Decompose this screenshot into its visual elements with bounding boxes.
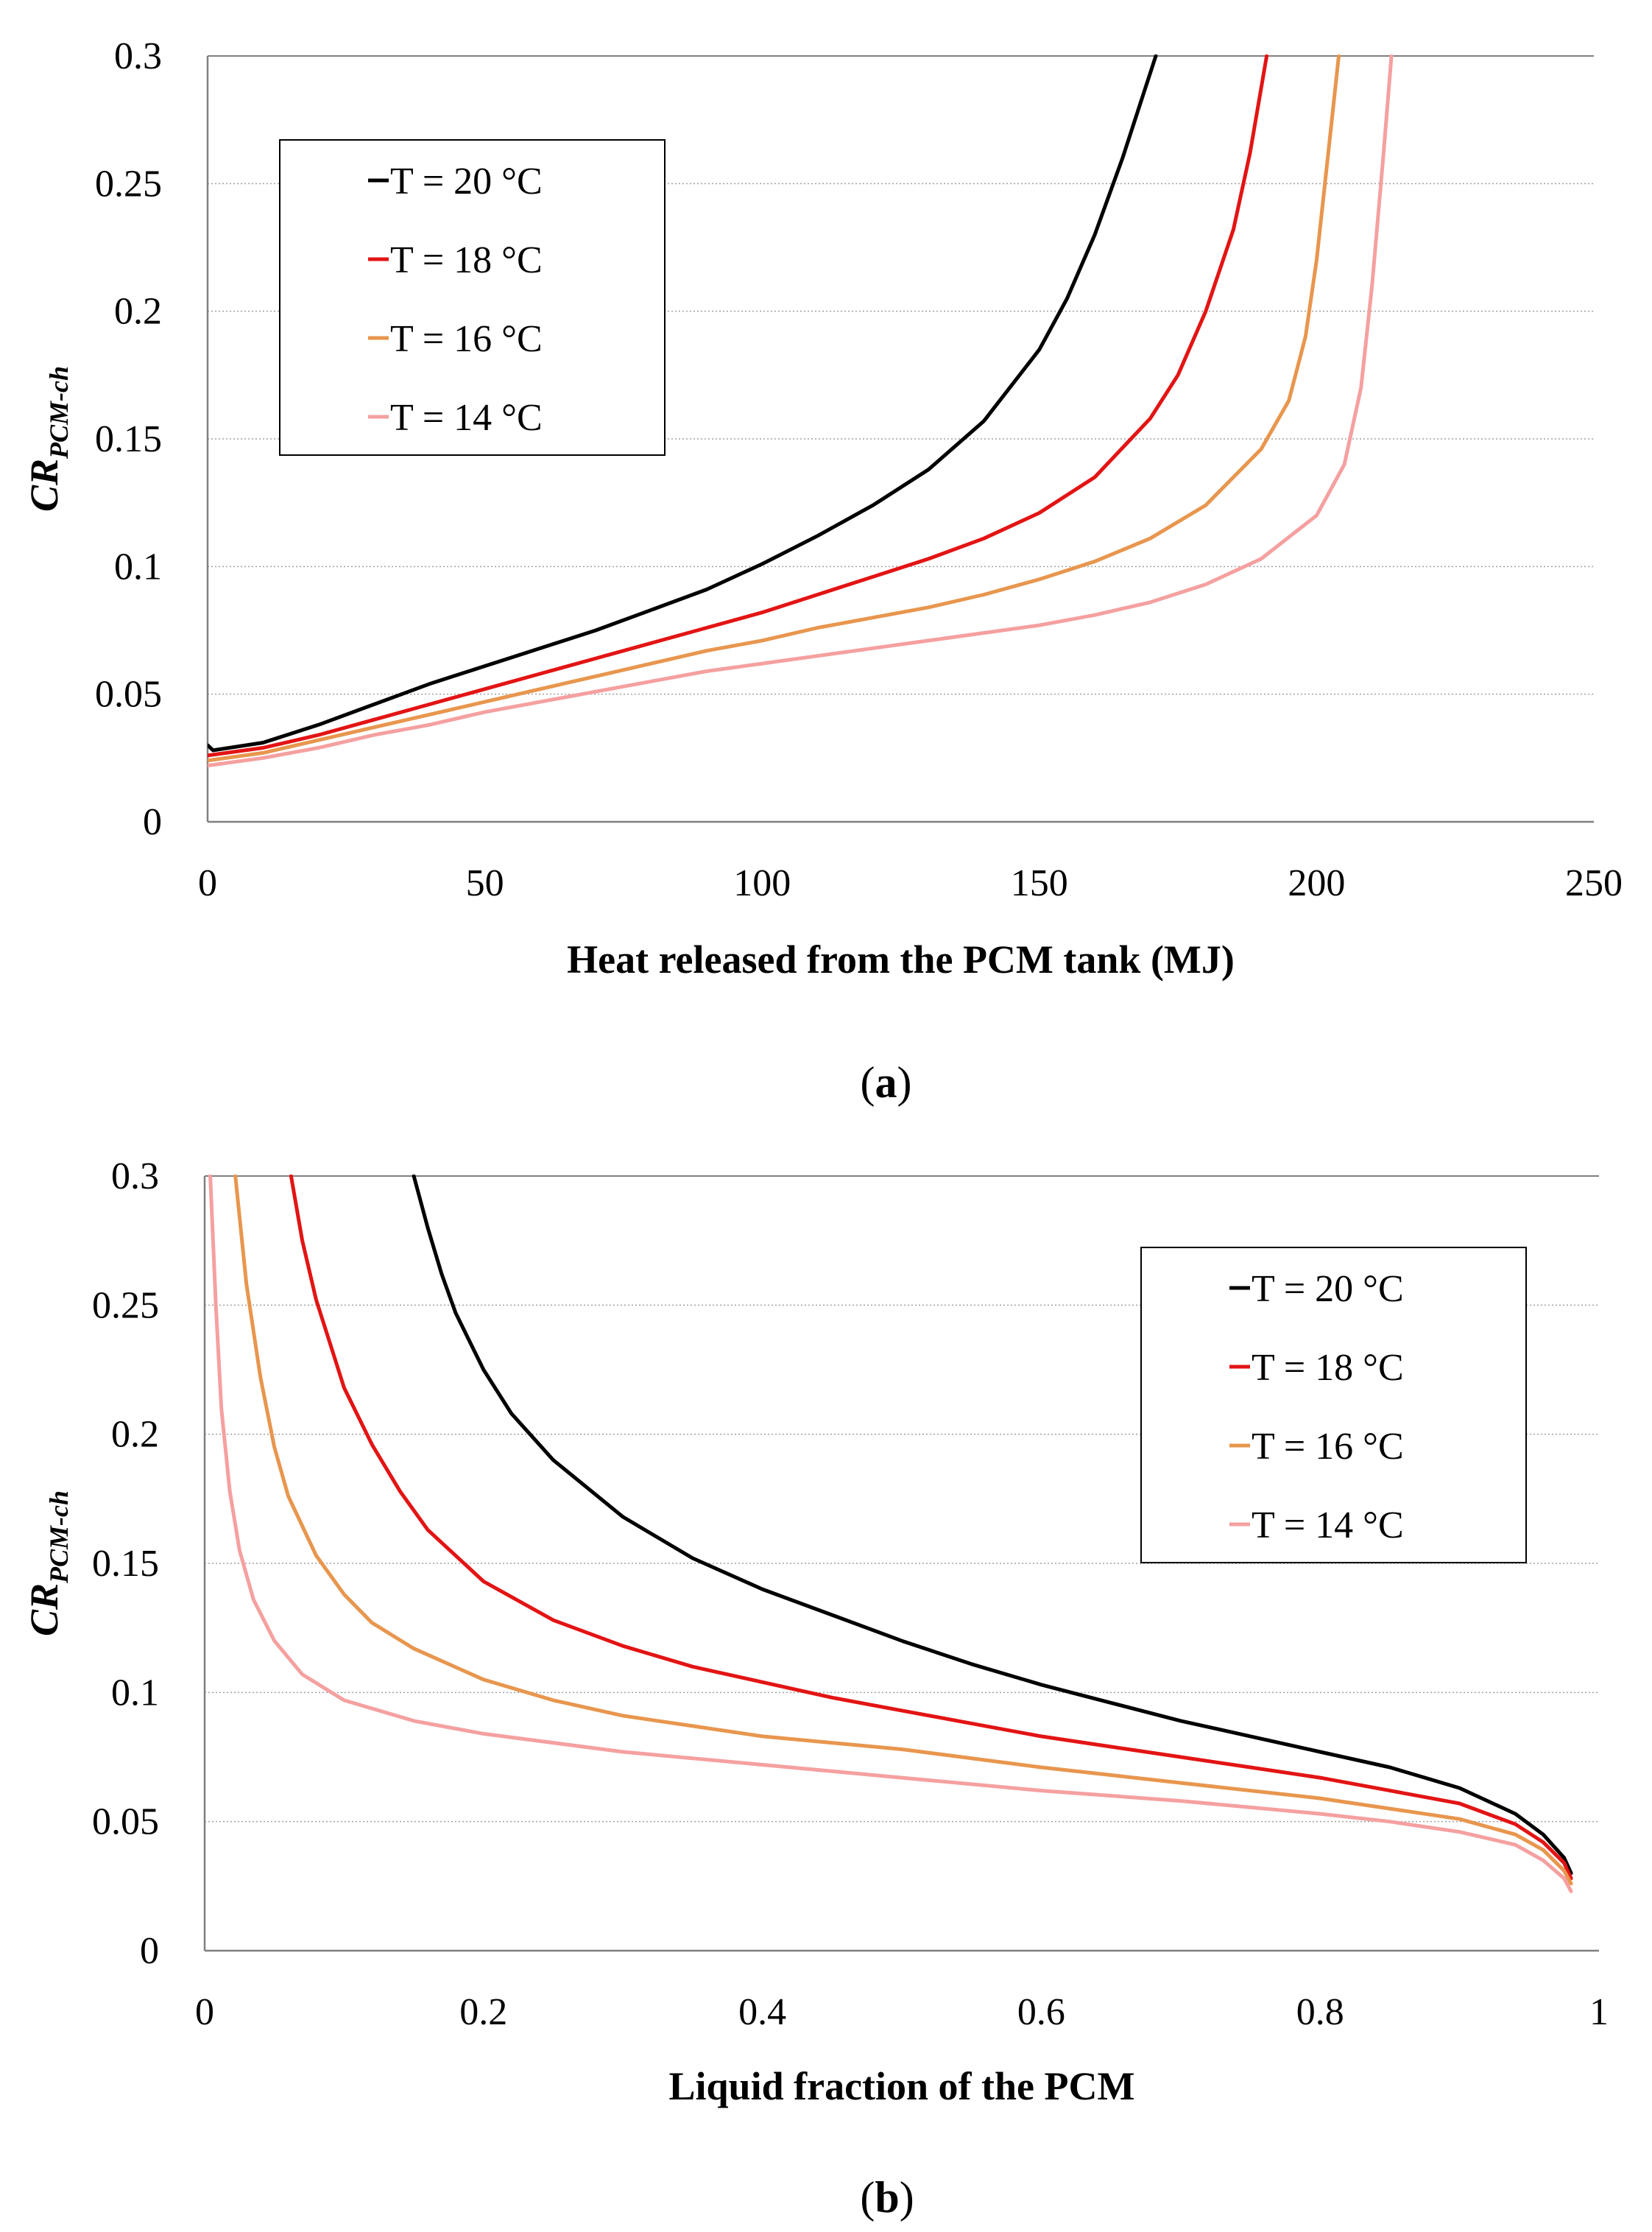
- legend-label: T = 20 °C: [390, 161, 543, 203]
- x-tick-label: 150: [1011, 862, 1068, 904]
- x-tick-label: 50: [466, 862, 504, 904]
- x-tick-label: 1: [1589, 1991, 1609, 2033]
- x-tick-label: 250: [1565, 862, 1623, 904]
- caption-letter: b: [875, 2173, 899, 2222]
- caption-close: ): [900, 2173, 914, 2222]
- legend-box: [279, 139, 666, 456]
- chart-panel-b: 0 0.05 0.1 0.15 0.2 0.25 0.3 0 0.2 0.4 0.6 0.8 1 Liqu…: [22, 1155, 1609, 2222]
- y-axis-label: CRPCM-ch: [22, 366, 74, 512]
- y-tick-label: 0.25: [92, 1284, 159, 1326]
- caption-letter: a: [875, 1058, 897, 1107]
- y-tick-label: 0.25: [95, 163, 162, 205]
- x-tick-label: 0: [195, 1991, 214, 2033]
- series-line: [233, 1175, 1573, 1886]
- series-line: [289, 1175, 1573, 1881]
- panel-caption: (b): [860, 2173, 914, 2222]
- y-axis-label-subscript: PCM-ch: [44, 366, 74, 460]
- y-tick-label: 0.05: [95, 674, 162, 716]
- x-tick-label: 0.6: [1017, 1991, 1065, 2033]
- x-tick-label: 0.4: [738, 1991, 786, 2033]
- y-axis-label-subscript: PCM-ch: [44, 1490, 74, 1584]
- legend-label: T = 20 °C: [1252, 1268, 1404, 1310]
- series-line: [208, 54, 1158, 753]
- series-line: [208, 54, 1394, 768]
- legend: T = 20 °C T = 18 °C T = 16 °C T = 14 °C: [279, 139, 666, 456]
- chart-panel-a: 0 0.05 0.1 0.15 0.2 0.25 0.3 0 50 100 150 200 250 Hea…: [22, 35, 1623, 1107]
- legend-label: T = 18 °C: [390, 239, 543, 281]
- legend-label: T = 14 °C: [390, 397, 543, 439]
- series-line: [412, 1175, 1573, 1876]
- y-tick-label: 0.15: [95, 418, 162, 460]
- x-tick-label: 0.8: [1296, 1991, 1344, 2033]
- x-tick-label: 200: [1288, 862, 1345, 904]
- y-tick-label: 0: [143, 801, 162, 843]
- y-tick-label: 0.15: [92, 1543, 159, 1585]
- y-tick-label: 0.1: [114, 546, 162, 588]
- y-tick-label: 0: [140, 1930, 159, 1972]
- legend-label: T = 16 °C: [1252, 1426, 1404, 1468]
- caption-open: (: [861, 1058, 875, 1107]
- series-line: [208, 1175, 1573, 1893]
- caption-close: ): [897, 1058, 912, 1107]
- legend-label: T = 16 °C: [390, 318, 543, 360]
- y-tick-label: 0.2: [111, 1414, 159, 1456]
- y-axis-label-main: CR: [22, 459, 66, 512]
- y-tick-label: 0.2: [114, 291, 162, 333]
- x-tick-label: 0: [198, 862, 217, 904]
- y-tick-label: 0.1: [111, 1672, 159, 1714]
- y-axis-label: CRPCM-ch: [22, 1490, 74, 1636]
- x-axis-label: Liquid fraction of the PCM: [669, 2064, 1135, 2108]
- series-line: [208, 54, 1341, 763]
- y-axis-label-main: CR: [22, 1583, 66, 1636]
- legend-label: T = 14 °C: [1252, 1504, 1404, 1546]
- legend-label: T = 18 °C: [1252, 1347, 1404, 1389]
- x-axis-label: Heat released from the PCM tank (MJ): [567, 937, 1235, 982]
- y-tick-label: 0.3: [111, 1155, 159, 1197]
- y-tick-label: 0.3: [114, 35, 162, 77]
- series-line: [208, 54, 1269, 758]
- x-tick-label: 100: [733, 862, 791, 904]
- y-tick-label: 0.05: [92, 1801, 159, 1843]
- panel-caption: (a): [861, 1058, 912, 1107]
- x-tick-label: 0.2: [459, 1991, 507, 2033]
- caption-open: (: [860, 2173, 875, 2222]
- legend-box: [1140, 1247, 1527, 1563]
- legend: T = 20 °C T = 18 °C T = 16 °C T = 14 °C: [1140, 1247, 1527, 1563]
